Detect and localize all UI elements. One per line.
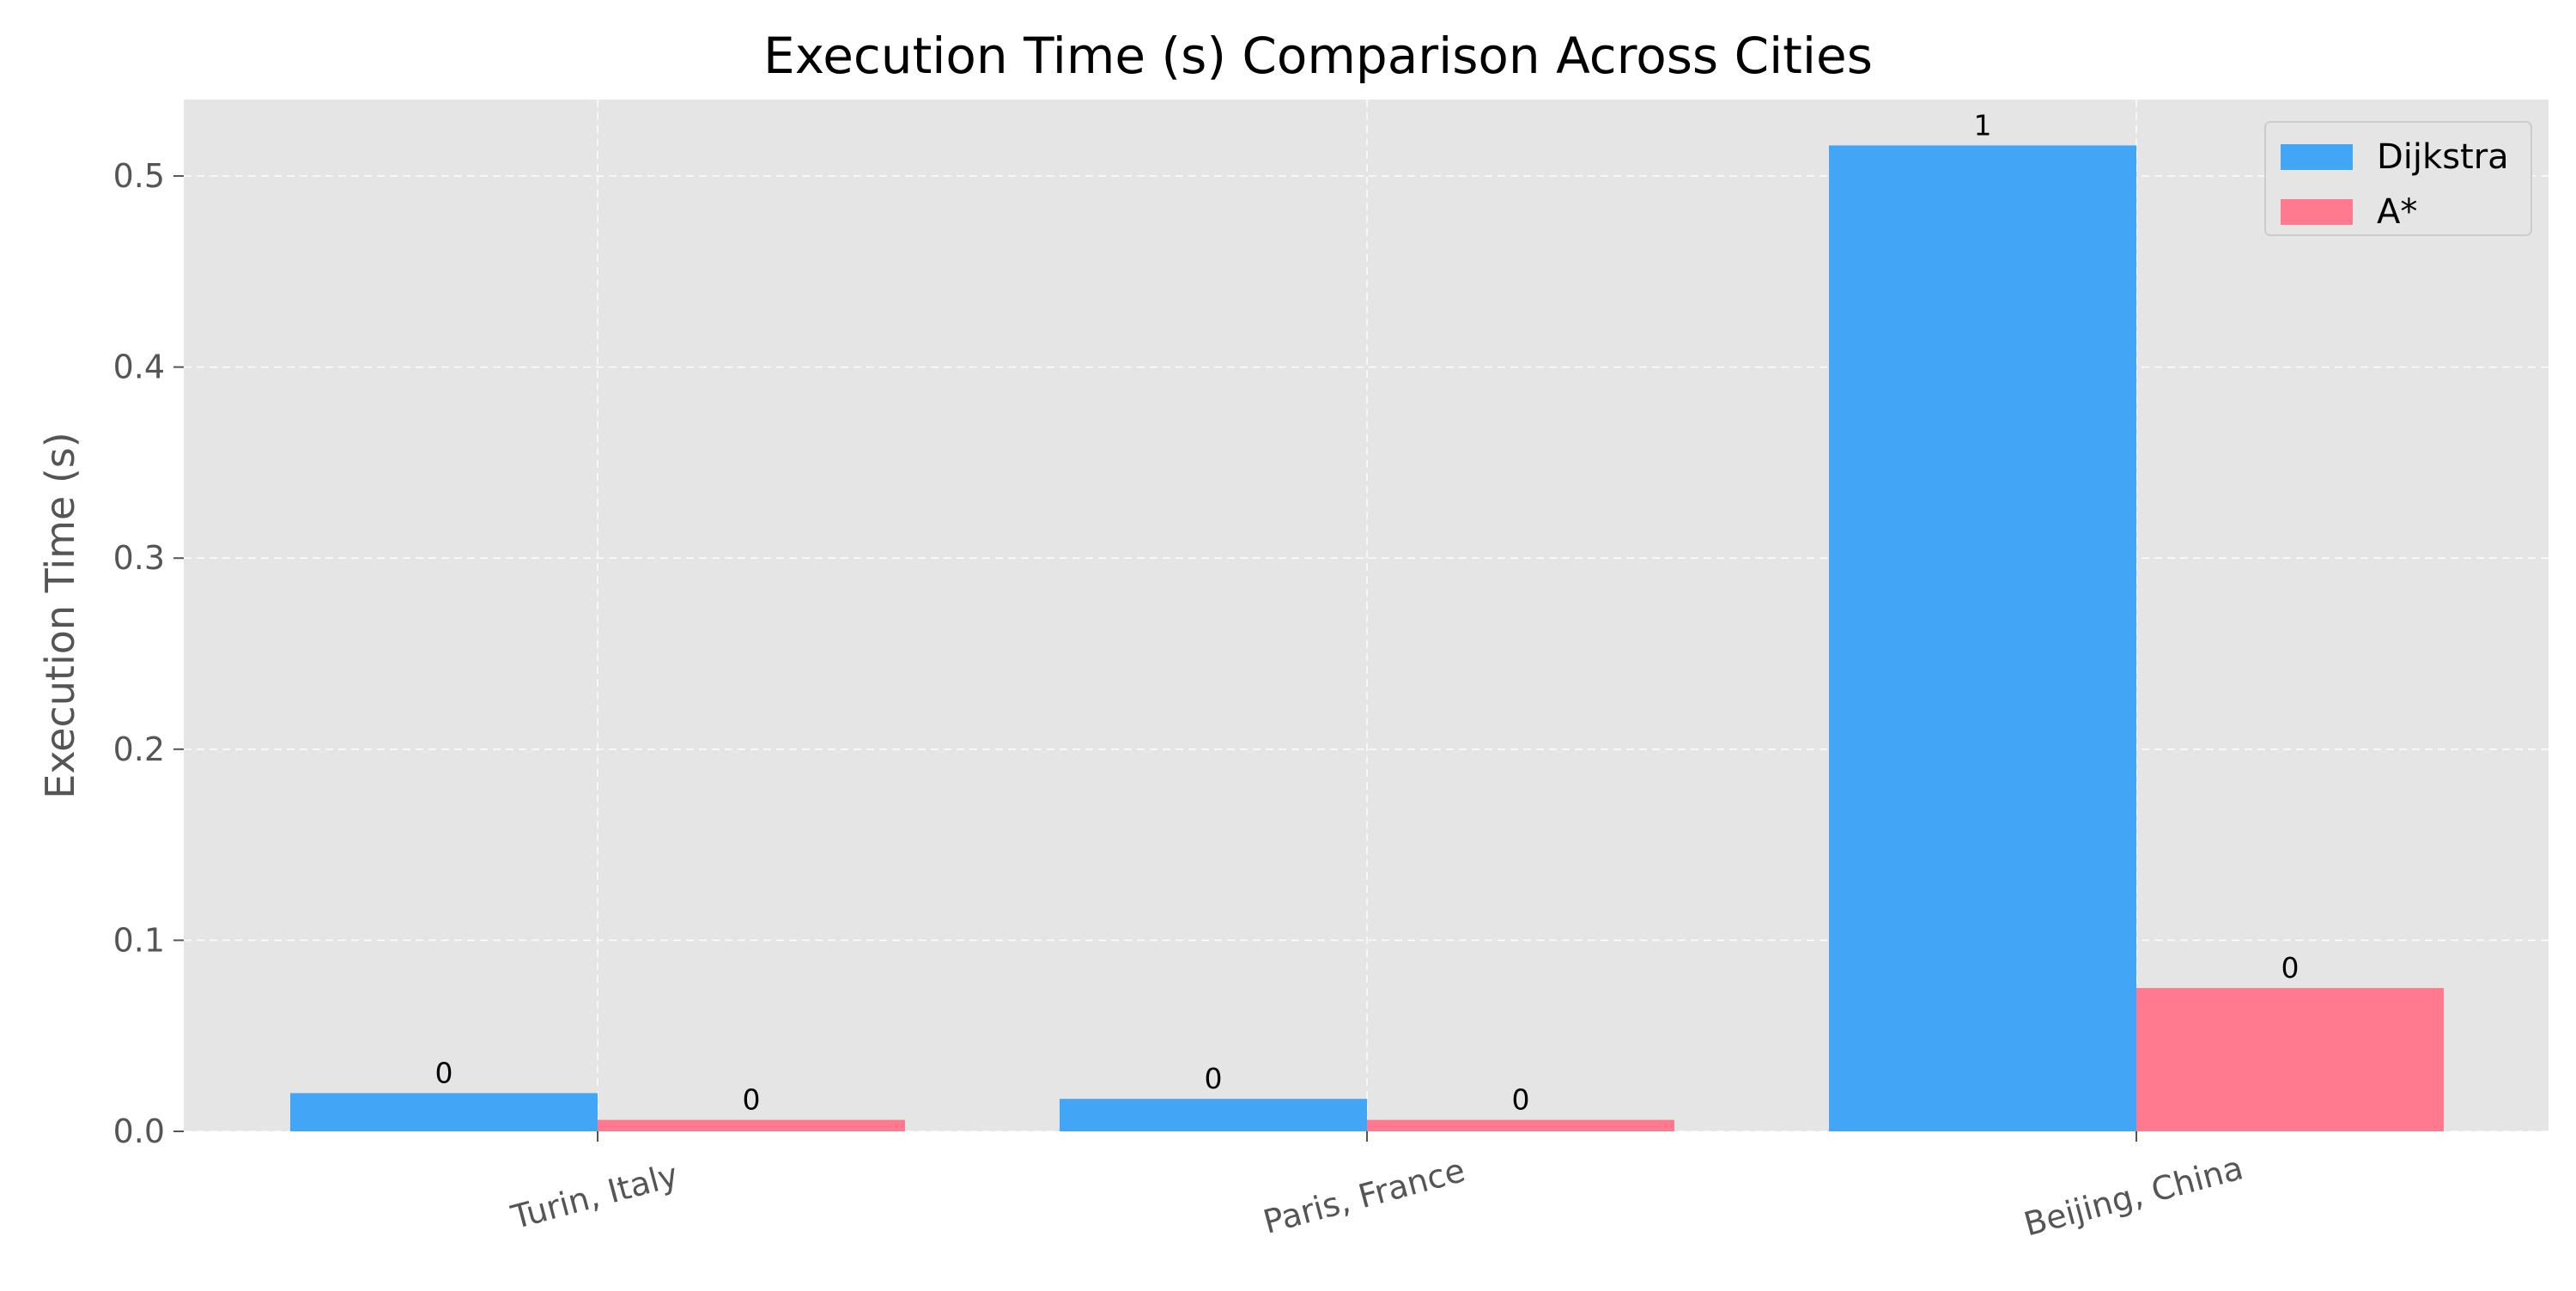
y-axis: 0.0 0.1 0.2 0.3 0.4 0.5 — [113, 157, 184, 1150]
bar-dijkstra-1[interactable] — [1060, 1099, 1367, 1131]
legend-entry[interactable]: Dijkstra — [2377, 137, 2509, 177]
y-tick-label: 0.2 — [113, 730, 165, 768]
data-label: 0 — [743, 1083, 761, 1117]
data-label: 1 — [1974, 108, 1992, 142]
legend-entry[interactable]: A* — [2377, 192, 2417, 232]
x-tick-label: Turin, Italy — [507, 1156, 682, 1237]
bar-dijkstra-0[interactable] — [290, 1093, 598, 1131]
x-tick-label: Paris, France — [1260, 1151, 1469, 1241]
data-labels: 0 0 1 0 0 0 — [435, 108, 2300, 1116]
data-label: 0 — [1512, 1083, 1530, 1117]
bar-a-2[interactable] — [2136, 988, 2444, 1131]
plot-area — [184, 100, 2549, 1131]
bar-a-1[interactable] — [1367, 1119, 1674, 1131]
bar-dijkstra-2[interactable] — [1829, 145, 2136, 1131]
legend-swatch — [2281, 144, 2353, 170]
bars — [290, 145, 2444, 1131]
x-tick-label: Beijing, China — [2020, 1149, 2246, 1243]
bar-a-0[interactable] — [598, 1119, 905, 1131]
y-tick-label: 0.1 — [113, 921, 165, 959]
y-tick-label: 0.4 — [113, 349, 165, 386]
data-label: 0 — [1205, 1062, 1223, 1095]
y-tick-label: 0.0 — [113, 1112, 165, 1150]
data-label: 0 — [2281, 951, 2300, 985]
legend[interactable]: Dijkstra A* — [2264, 121, 2532, 236]
y-tick-label: 0.5 — [113, 157, 165, 195]
legend-swatch — [2281, 199, 2353, 225]
data-label: 0 — [435, 1056, 453, 1089]
y-tick-label: 0.3 — [113, 539, 165, 577]
y-axis-label: Execution Time (s) — [37, 432, 83, 798]
x-axis: Turin, Italy Paris, France Beijing, China — [507, 1131, 2247, 1244]
chart-title: Execution Time (s) Comparison Across Cit… — [763, 27, 1873, 85]
